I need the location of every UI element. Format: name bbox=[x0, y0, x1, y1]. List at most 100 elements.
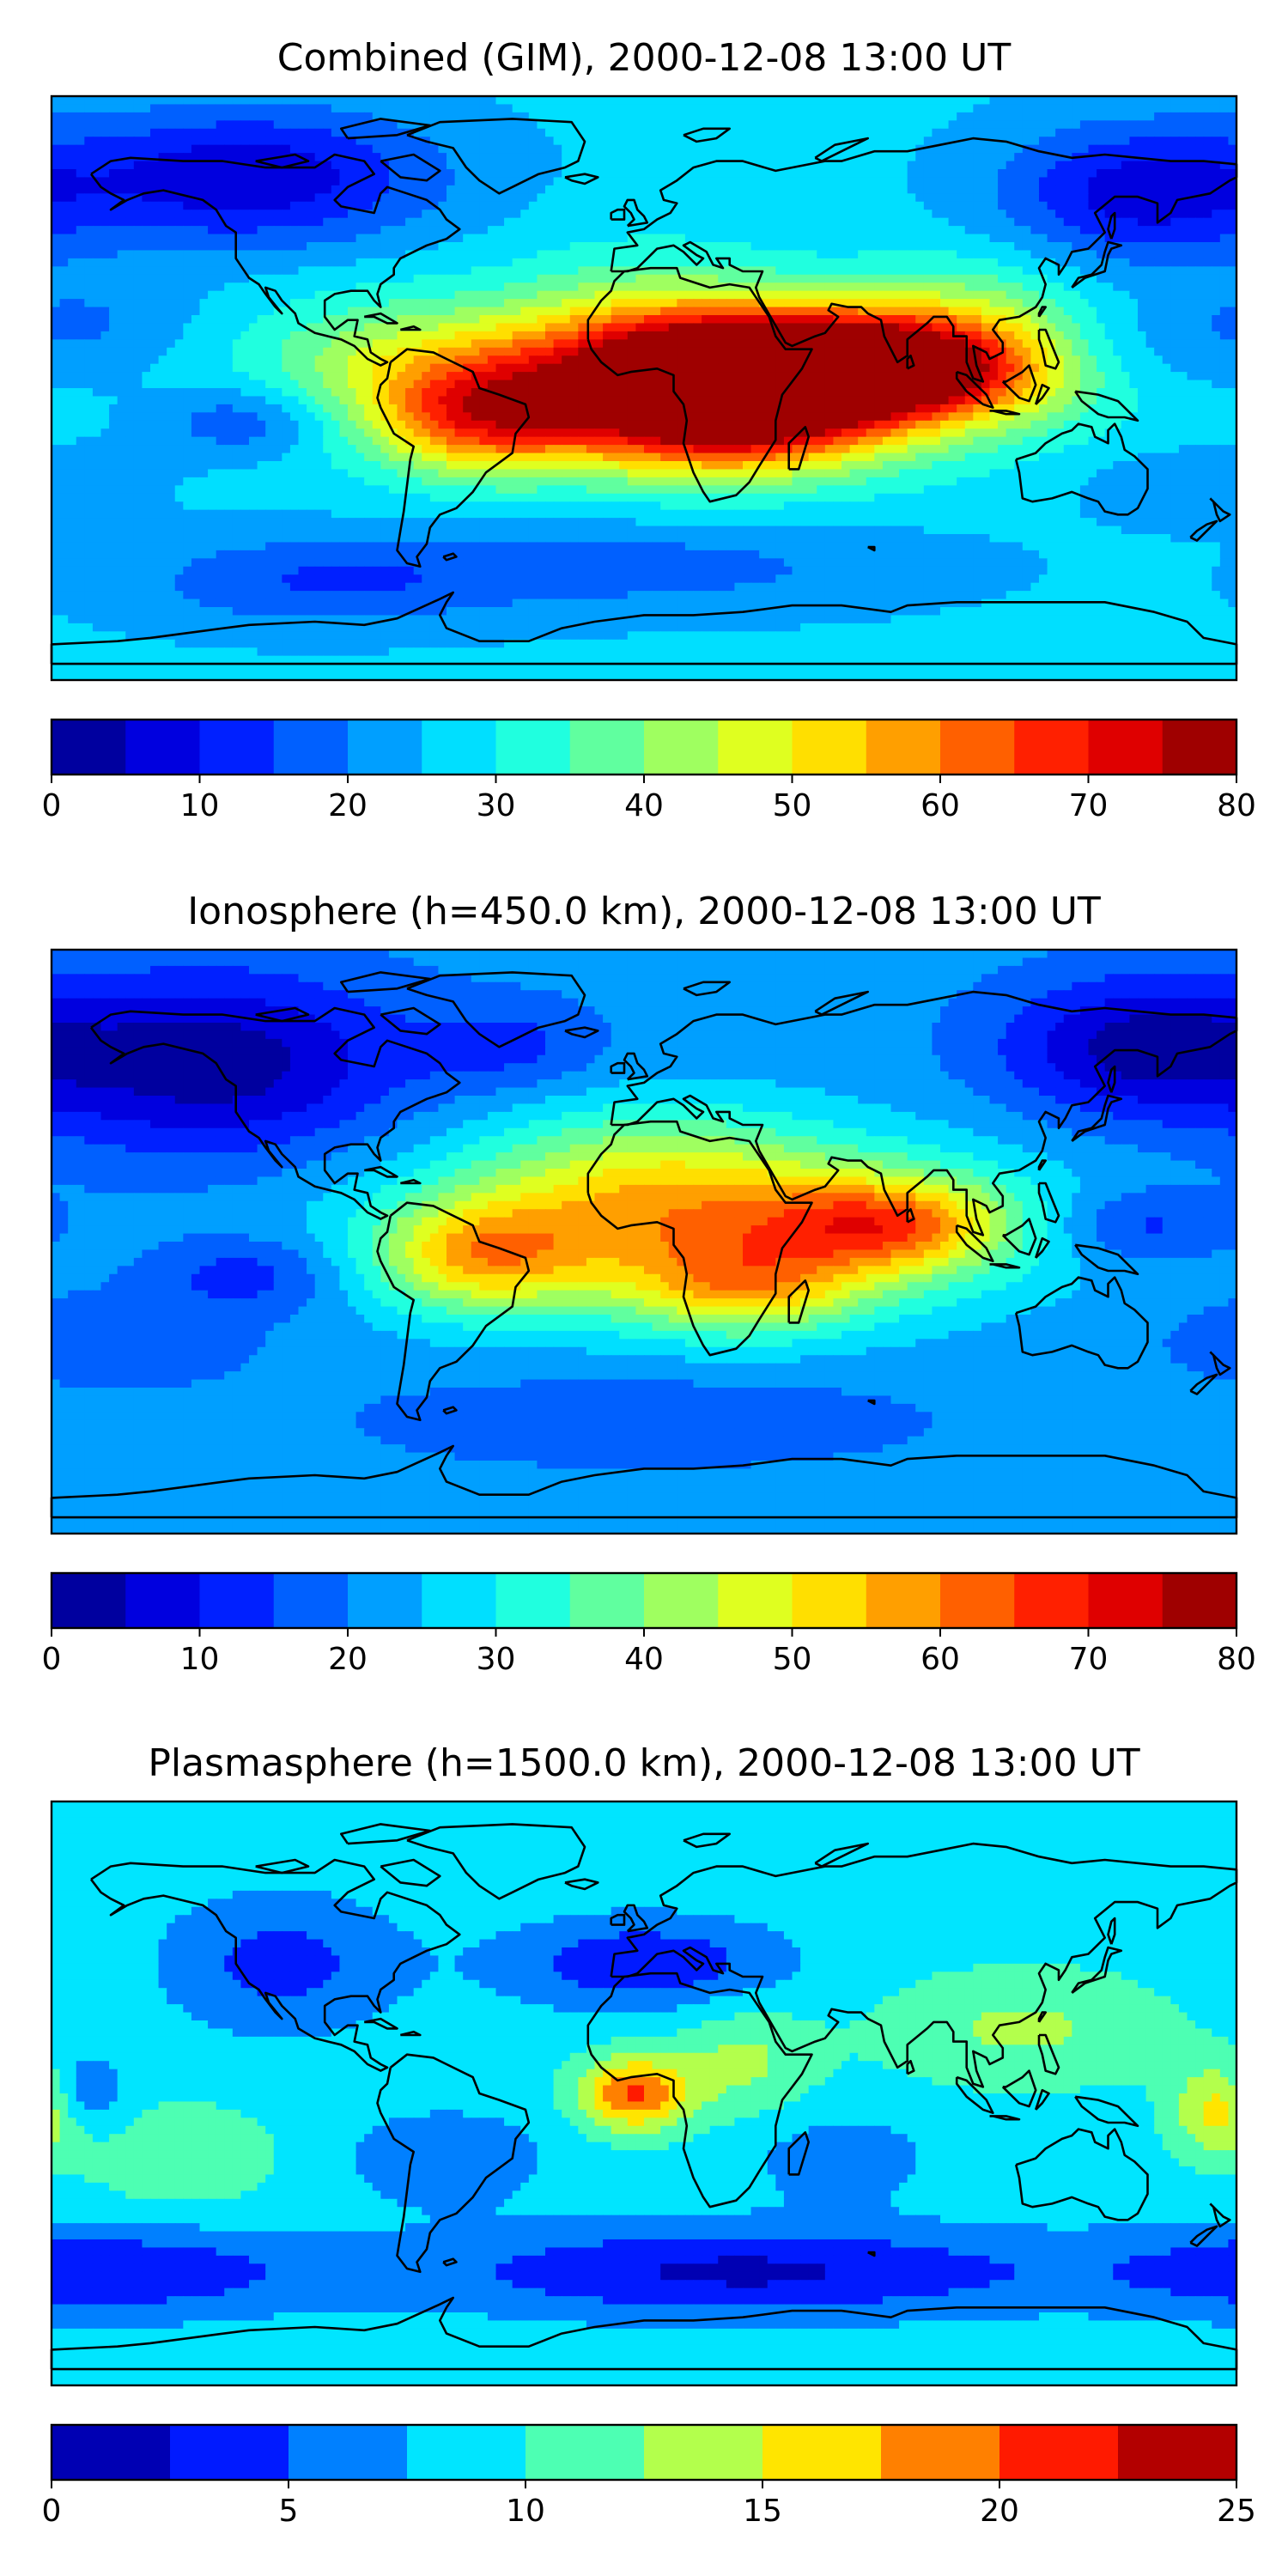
map-cell bbox=[109, 266, 118, 276]
map-cell bbox=[702, 169, 711, 179]
map-cell bbox=[76, 355, 85, 365]
map-cell bbox=[767, 234, 776, 243]
map-cell bbox=[438, 331, 447, 340]
map-cell bbox=[1088, 104, 1097, 113]
map-cell bbox=[981, 217, 991, 227]
map-cell bbox=[858, 177, 867, 186]
map-cell bbox=[1039, 339, 1048, 349]
map-cell bbox=[158, 331, 167, 340]
map-cell bbox=[792, 347, 801, 356]
map-cell bbox=[240, 201, 250, 210]
map-cell bbox=[923, 258, 933, 267]
map-cell bbox=[734, 226, 744, 235]
map-cell bbox=[1014, 299, 1024, 308]
map-cell bbox=[364, 201, 374, 210]
map-cell bbox=[133, 372, 143, 381]
map-cell bbox=[1039, 210, 1048, 219]
map-cell bbox=[874, 363, 884, 373]
map-cell bbox=[257, 331, 266, 340]
map-cell bbox=[249, 144, 258, 154]
map-cell bbox=[948, 266, 957, 276]
map-cell bbox=[191, 104, 201, 113]
map-cell bbox=[92, 153, 102, 162]
map-cell bbox=[677, 185, 686, 194]
map-cell bbox=[298, 323, 307, 332]
map-cell bbox=[553, 185, 562, 194]
map-cell bbox=[183, 161, 192, 170]
map-cell bbox=[989, 96, 999, 106]
map-cell bbox=[948, 112, 957, 121]
map-cell bbox=[282, 363, 291, 373]
map-cell bbox=[504, 193, 513, 203]
map-cell bbox=[668, 185, 677, 194]
map-cell bbox=[750, 193, 760, 203]
map-cell bbox=[792, 226, 801, 235]
map-cell bbox=[569, 323, 579, 332]
map-cell bbox=[964, 266, 974, 276]
map-cell bbox=[429, 128, 440, 137]
map-cell bbox=[693, 217, 702, 227]
map-cell bbox=[964, 323, 974, 332]
map-cell bbox=[1047, 250, 1056, 259]
map-cell bbox=[1154, 137, 1163, 146]
map-cell bbox=[882, 250, 892, 259]
map-cell bbox=[858, 144, 867, 154]
map-cell bbox=[109, 144, 118, 154]
map-cell bbox=[92, 144, 102, 154]
map-cell bbox=[348, 299, 357, 308]
map-cell bbox=[133, 193, 143, 203]
map-cell bbox=[76, 185, 85, 194]
map-cell bbox=[1178, 242, 1188, 252]
map-cell bbox=[1219, 177, 1230, 186]
map-cell bbox=[652, 120, 661, 130]
map-cell bbox=[1055, 242, 1065, 252]
map-cell bbox=[495, 258, 505, 267]
map-cell bbox=[726, 153, 736, 162]
map-cell bbox=[989, 112, 999, 121]
map-cell bbox=[1063, 363, 1072, 373]
map-cell bbox=[117, 185, 126, 194]
map-cell bbox=[68, 266, 77, 276]
map-cell bbox=[915, 217, 925, 227]
map-cell bbox=[627, 169, 637, 179]
map-cell bbox=[1145, 347, 1155, 356]
map-cell bbox=[817, 323, 826, 332]
map-cell bbox=[841, 315, 851, 325]
map-cell bbox=[989, 153, 999, 162]
map-cell bbox=[1063, 217, 1072, 227]
map-cell bbox=[109, 217, 118, 227]
map-cell bbox=[323, 372, 332, 381]
map-cell bbox=[84, 258, 94, 267]
map-cell bbox=[578, 128, 587, 137]
map-cell bbox=[323, 242, 332, 252]
map-cell bbox=[298, 250, 307, 259]
map-cell bbox=[183, 363, 192, 373]
map-cell bbox=[289, 96, 300, 106]
map-cell bbox=[783, 128, 793, 137]
map-cell bbox=[504, 250, 513, 259]
map-cell bbox=[240, 363, 250, 373]
map-cell bbox=[1145, 331, 1155, 340]
map-cell bbox=[314, 185, 324, 194]
map-cell bbox=[907, 144, 916, 154]
map-cell bbox=[627, 274, 637, 283]
map-cell bbox=[429, 339, 440, 349]
map-cell bbox=[800, 363, 810, 373]
map-cell bbox=[257, 258, 266, 267]
map-cell bbox=[594, 283, 604, 292]
map-cell bbox=[397, 250, 406, 259]
map-cell bbox=[841, 307, 851, 316]
map-cell bbox=[652, 210, 661, 219]
map-cell bbox=[677, 96, 686, 106]
map-cell bbox=[282, 177, 291, 186]
map-cell bbox=[783, 331, 793, 340]
map-cell bbox=[603, 128, 612, 137]
map-cell bbox=[734, 307, 744, 316]
map-cell bbox=[537, 128, 546, 137]
map-cell bbox=[824, 331, 835, 340]
map-cell bbox=[981, 193, 991, 203]
map-cell bbox=[849, 128, 859, 137]
map-cell bbox=[422, 144, 431, 154]
map-cell bbox=[100, 315, 110, 325]
map-cell bbox=[216, 104, 225, 113]
